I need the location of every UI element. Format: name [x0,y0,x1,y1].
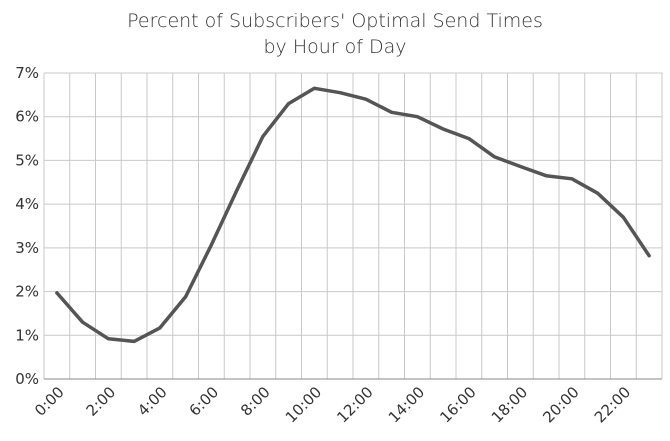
data-point [467,137,471,141]
x-tick-label: 6:00 [186,383,223,420]
x-tick-label: 16:00 [436,383,479,426]
series-line [55,86,651,344]
x-tick-label: 0:00 [31,383,68,420]
y-tick-label: 5% [15,151,39,169]
chart-title: Percent of Subscribers' Optimal Send Tim… [127,10,543,32]
data-point [518,165,522,169]
y-tick-label: 0% [15,370,39,388]
data-point [544,174,548,178]
data-point [106,337,110,341]
data-point [132,339,136,343]
data-point [570,177,574,181]
data-point [596,191,600,195]
x-tick-label: 20:00 [539,383,582,426]
x-tick-label: 2:00 [83,383,120,420]
data-point [287,102,291,106]
chart-subtitle: by Hour of Day [263,36,406,58]
gridlines [43,72,663,380]
y-tick-label: 3% [15,239,39,257]
y-tick-label: 7% [15,64,39,82]
x-tick-label: 4:00 [134,383,171,420]
data-point [81,320,85,324]
y-axis-ticks: 0% 1% 2% 3% 4% 5% 6% 7% [15,64,39,388]
data-point [441,127,445,131]
data-point [158,326,162,330]
data-point [390,110,394,114]
x-tick-label: 12:00 [333,383,376,426]
data-point [184,295,188,299]
y-tick-label: 1% [15,326,39,344]
x-tick-label: 8:00 [237,383,274,420]
x-tick-label: 14:00 [385,383,428,426]
data-point [338,91,342,95]
series-layer [55,86,651,344]
y-tick-label: 6% [15,108,39,126]
x-tick-label: 18:00 [488,383,531,426]
data-point [647,254,651,258]
x-tick-label: 22:00 [591,383,634,426]
data-point [235,188,239,192]
data-point [55,291,59,295]
data-point [415,115,419,119]
data-point [209,243,213,247]
data-point [364,97,368,101]
x-tick-label: 10:00 [282,383,325,426]
x-axis-ticks: 0:00 2:00 4:00 6:00 8:00 10:00 12:00 14:00 16:00… [31,383,634,426]
data-point [493,155,497,159]
y-tick-label: 2% [15,283,39,301]
data-point [261,134,265,138]
y-tick-label: 4% [15,195,39,213]
data-point [621,215,625,219]
data-point [312,86,316,90]
